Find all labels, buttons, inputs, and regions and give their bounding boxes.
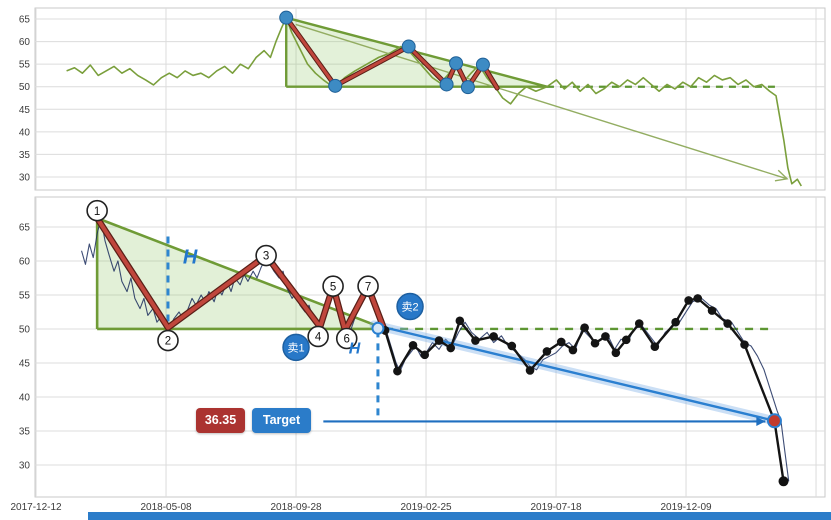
path-zigzag-dot (471, 336, 480, 345)
pivot-dots-overview-dot (328, 78, 343, 93)
path-zigzag-dot (634, 319, 644, 328)
pivot-circles-circle (307, 325, 329, 348)
y-tick-label: 65 (19, 222, 31, 233)
pivot-circles-circle (255, 244, 277, 267)
path-zigzag-dot (684, 296, 693, 305)
sell-markers-text: 卖2 (401, 301, 418, 314)
y-tick-label: 45 (19, 358, 31, 369)
y-tick-label: 35 (19, 150, 31, 161)
pivot-circles-text: 2 (165, 336, 171, 348)
target-dot (766, 413, 782, 429)
x-tick-label: 2018-05-08 (140, 502, 192, 513)
path-zigzag-dot (621, 335, 631, 345)
pivot-circles-text: 1 (94, 206, 100, 218)
y-tick-label: 50 (19, 82, 31, 93)
pivot-dots-overview-dot (401, 39, 416, 54)
y-tick-label: 65 (19, 15, 31, 26)
price-badge: 36.35 (196, 408, 245, 433)
x-tick-label: 2019-12-09 (660, 502, 712, 513)
pivot-circles-text: 5 (330, 281, 336, 293)
y-tick-label: 55 (19, 290, 31, 301)
x-tick-label: 2019-07-18 (530, 502, 582, 513)
path-zigzag-dot (507, 341, 517, 351)
pivot-dots-overview-dot (279, 10, 294, 25)
sell-markers-text: 卖1 (287, 341, 304, 354)
y-tick-label: 40 (19, 392, 31, 403)
target-badge: Target (252, 408, 311, 433)
path-zigzag-dot (707, 306, 717, 315)
path-zigzag-dot (434, 336, 444, 345)
path-zigzag-dot (723, 319, 732, 328)
breakout-arrow (295, 23, 788, 180)
arrowhead (756, 416, 766, 426)
breakdown-ring (371, 321, 385, 335)
y-tick-label: 55 (19, 60, 31, 71)
y-tick-label: 35 (19, 426, 31, 437)
path-zigzag-dot (590, 338, 600, 348)
path-zigzag-dot (580, 323, 589, 332)
path-zigzag-dot (455, 316, 465, 326)
y-tick-label: 45 (19, 105, 31, 116)
overview-panel: 65 60 55 50 45 40 35 30 (19, 7, 826, 191)
path-zigzag-dot (489, 332, 498, 341)
y-tick-label: 40 (19, 127, 31, 138)
path-zigzag-dot (393, 366, 402, 376)
y-tick-label: 60 (19, 37, 31, 48)
path-zigzag-dot (408, 341, 418, 350)
y-tick-label: 30 (19, 173, 31, 184)
pivot-circles-text: 3 (263, 251, 269, 263)
x-tick-label: 2018-09-28 (270, 502, 322, 513)
path-zigzag-dot (671, 317, 680, 327)
pivot-circles-circle (357, 275, 379, 297)
pivot-dots-overview-dot (449, 56, 464, 71)
pivot-circles-circle (157, 329, 179, 352)
pivot-circles-text: 4 (315, 332, 322, 344)
pivot-circles-circle (322, 275, 344, 297)
end-dot (778, 476, 789, 487)
path-zigzag-dot (420, 350, 430, 360)
bottom-scrollbar[interactable] (88, 512, 831, 520)
sell-markers-circle (282, 333, 310, 362)
path-zigzag-dot (556, 337, 566, 347)
arrowhead (774, 169, 789, 182)
pivot-dots-overview-dot (460, 80, 475, 95)
y-tick-label: 50 (19, 324, 31, 335)
y-tick-label: 60 (19, 256, 31, 267)
y-tick-label: 30 (19, 460, 31, 471)
x-tick-label: 2017-12-12 (10, 502, 62, 513)
path-zigzag-dot (601, 332, 610, 341)
pivot-circles-circle (86, 199, 108, 222)
pivot-dots-overview-dot (475, 57, 490, 72)
h-labels: H (183, 247, 198, 269)
pivot-circles-text: 6 (344, 334, 350, 346)
x-tick-label: 2019-02-25 (400, 502, 452, 513)
pivot-circles-circle (335, 327, 358, 350)
path-zigzag-dot (650, 342, 660, 351)
path-zigzag-dot (542, 347, 552, 356)
path-zigzag-dot (611, 348, 621, 358)
sell-markers-circle (396, 292, 424, 321)
pivot-circles-text: 7 (365, 281, 371, 293)
path-zigzag-dot (525, 366, 535, 375)
h-labels: H (349, 340, 361, 357)
path-zigzag-dot (568, 345, 578, 355)
path-zigzag-dot (740, 340, 749, 349)
path-zigzag-dot (446, 343, 456, 353)
pivot-dots-overview-dot (439, 77, 454, 92)
path-zigzag-dot (693, 294, 703, 303)
